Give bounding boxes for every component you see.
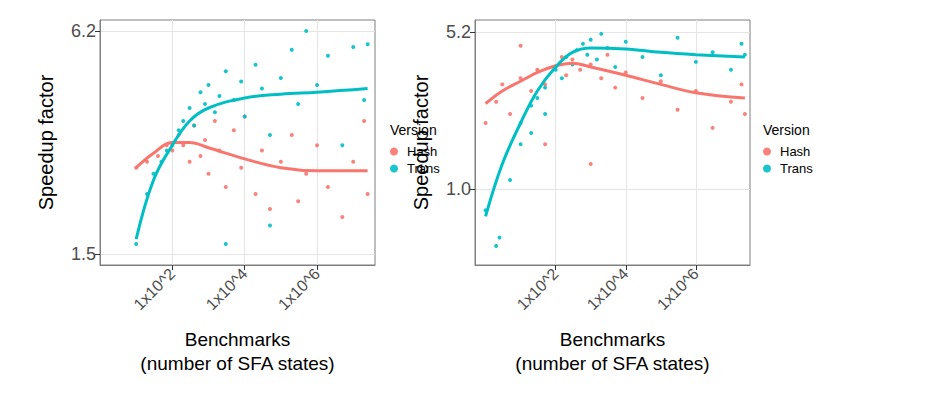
svg-text:Benchmarks: Benchmarks (185, 329, 291, 350)
svg-text:1x10^6: 1x10^6 (275, 265, 323, 313)
svg-text:1x10^4: 1x10^4 (203, 265, 251, 313)
svg-text:6.2: 6.2 (71, 21, 96, 41)
svg-text:Trans: Trans (780, 161, 813, 176)
svg-text:Benchmarks: Benchmarks (560, 329, 666, 350)
svg-text:Version: Version (763, 122, 810, 138)
svg-text:1.0: 1.0 (446, 179, 471, 199)
svg-text:1x10^2: 1x10^2 (514, 265, 562, 313)
svg-text:Speedup factor: Speedup factor (410, 74, 432, 210)
svg-text:Hash: Hash (780, 144, 810, 159)
svg-text:1x10^2: 1x10^2 (130, 265, 178, 313)
svg-text:1x10^4: 1x10^4 (584, 265, 632, 313)
svg-text:1x10^6: 1x10^6 (654, 265, 702, 313)
svg-text:Speedup factor: Speedup factor (35, 74, 57, 210)
svg-text:(number of SFA states): (number of SFA states) (140, 353, 334, 374)
svg-text:Version: Version (390, 122, 437, 138)
svg-text:Trans: Trans (407, 161, 440, 176)
svg-text:Hash: Hash (407, 144, 437, 159)
svg-text:1.5: 1.5 (71, 244, 96, 264)
svg-text:5.2: 5.2 (446, 22, 471, 42)
svg-text:(number of SFA states): (number of SFA states) (515, 353, 709, 374)
